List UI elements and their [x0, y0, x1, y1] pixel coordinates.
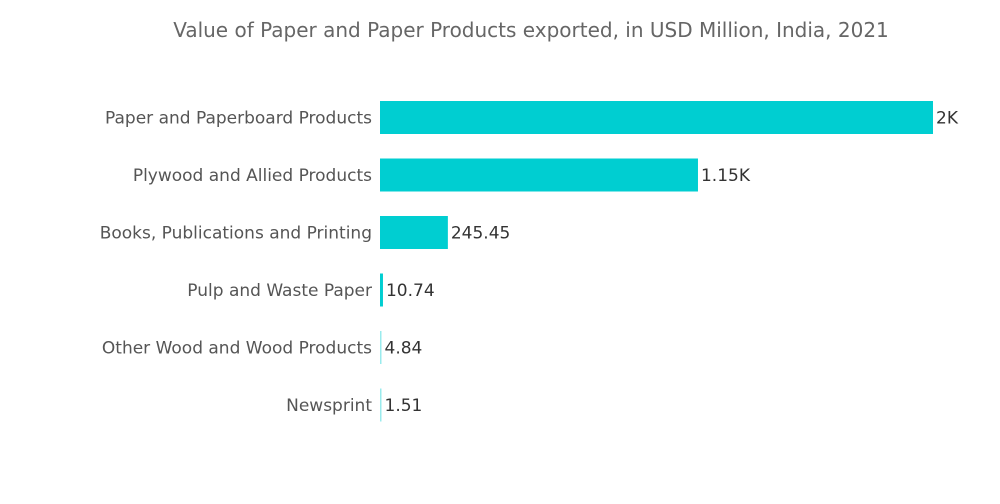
bar	[380, 388, 382, 422]
data-label: 4.84	[385, 339, 423, 359]
category-label: Paper and Paperboard Products	[105, 109, 372, 129]
bar	[380, 273, 383, 307]
bar	[380, 216, 448, 249]
data-label: 2K	[936, 109, 959, 129]
category-label: Newsprint	[286, 396, 372, 416]
category-label: Books, Publications and Printing	[100, 224, 372, 244]
category-label: Plywood and Allied Products	[133, 166, 372, 186]
data-label: 1.51	[385, 396, 423, 416]
category-label: Other Wood and Wood Products	[102, 339, 372, 359]
bar	[380, 158, 698, 192]
data-label: 245.45	[451, 224, 510, 244]
chart-title: Value of Paper and Paper Products export…	[173, 18, 889, 42]
data-label: 1.15K	[701, 166, 751, 186]
bar	[380, 101, 933, 134]
data-label: 10.74	[386, 281, 435, 301]
bar	[380, 331, 382, 364]
category-label: Pulp and Waste Paper	[187, 281, 372, 301]
